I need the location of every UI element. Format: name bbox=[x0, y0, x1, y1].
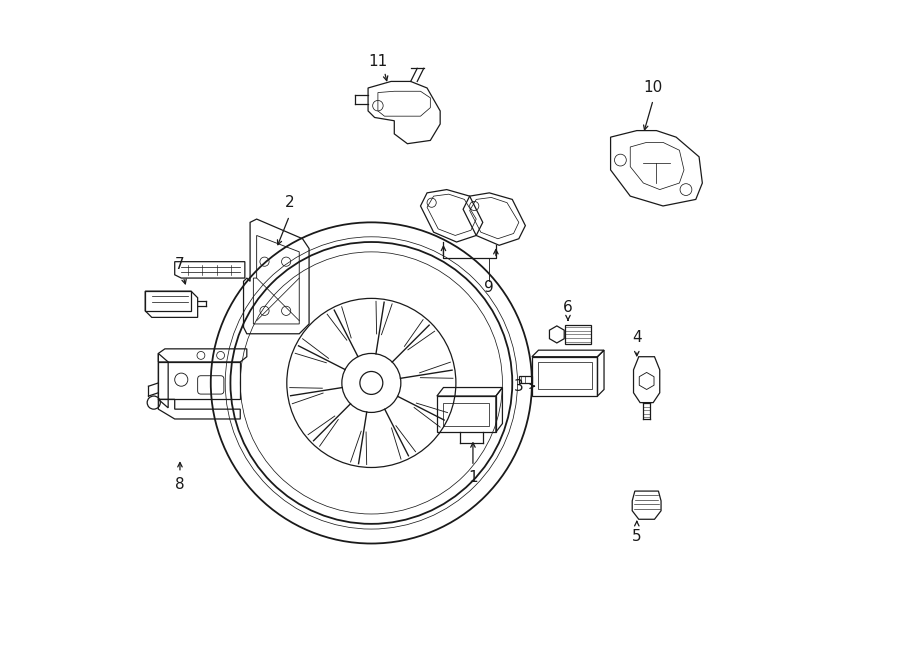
Text: 3: 3 bbox=[514, 379, 524, 394]
Text: 5: 5 bbox=[632, 529, 642, 545]
Text: 7: 7 bbox=[176, 257, 184, 272]
Text: 9: 9 bbox=[484, 280, 494, 295]
Text: 2: 2 bbox=[284, 195, 294, 210]
Text: 1: 1 bbox=[468, 471, 478, 485]
Text: 8: 8 bbox=[176, 477, 184, 492]
Text: 11: 11 bbox=[368, 54, 388, 69]
Text: 4: 4 bbox=[632, 330, 642, 344]
Text: 6: 6 bbox=[563, 300, 573, 315]
Text: 10: 10 bbox=[644, 81, 662, 95]
